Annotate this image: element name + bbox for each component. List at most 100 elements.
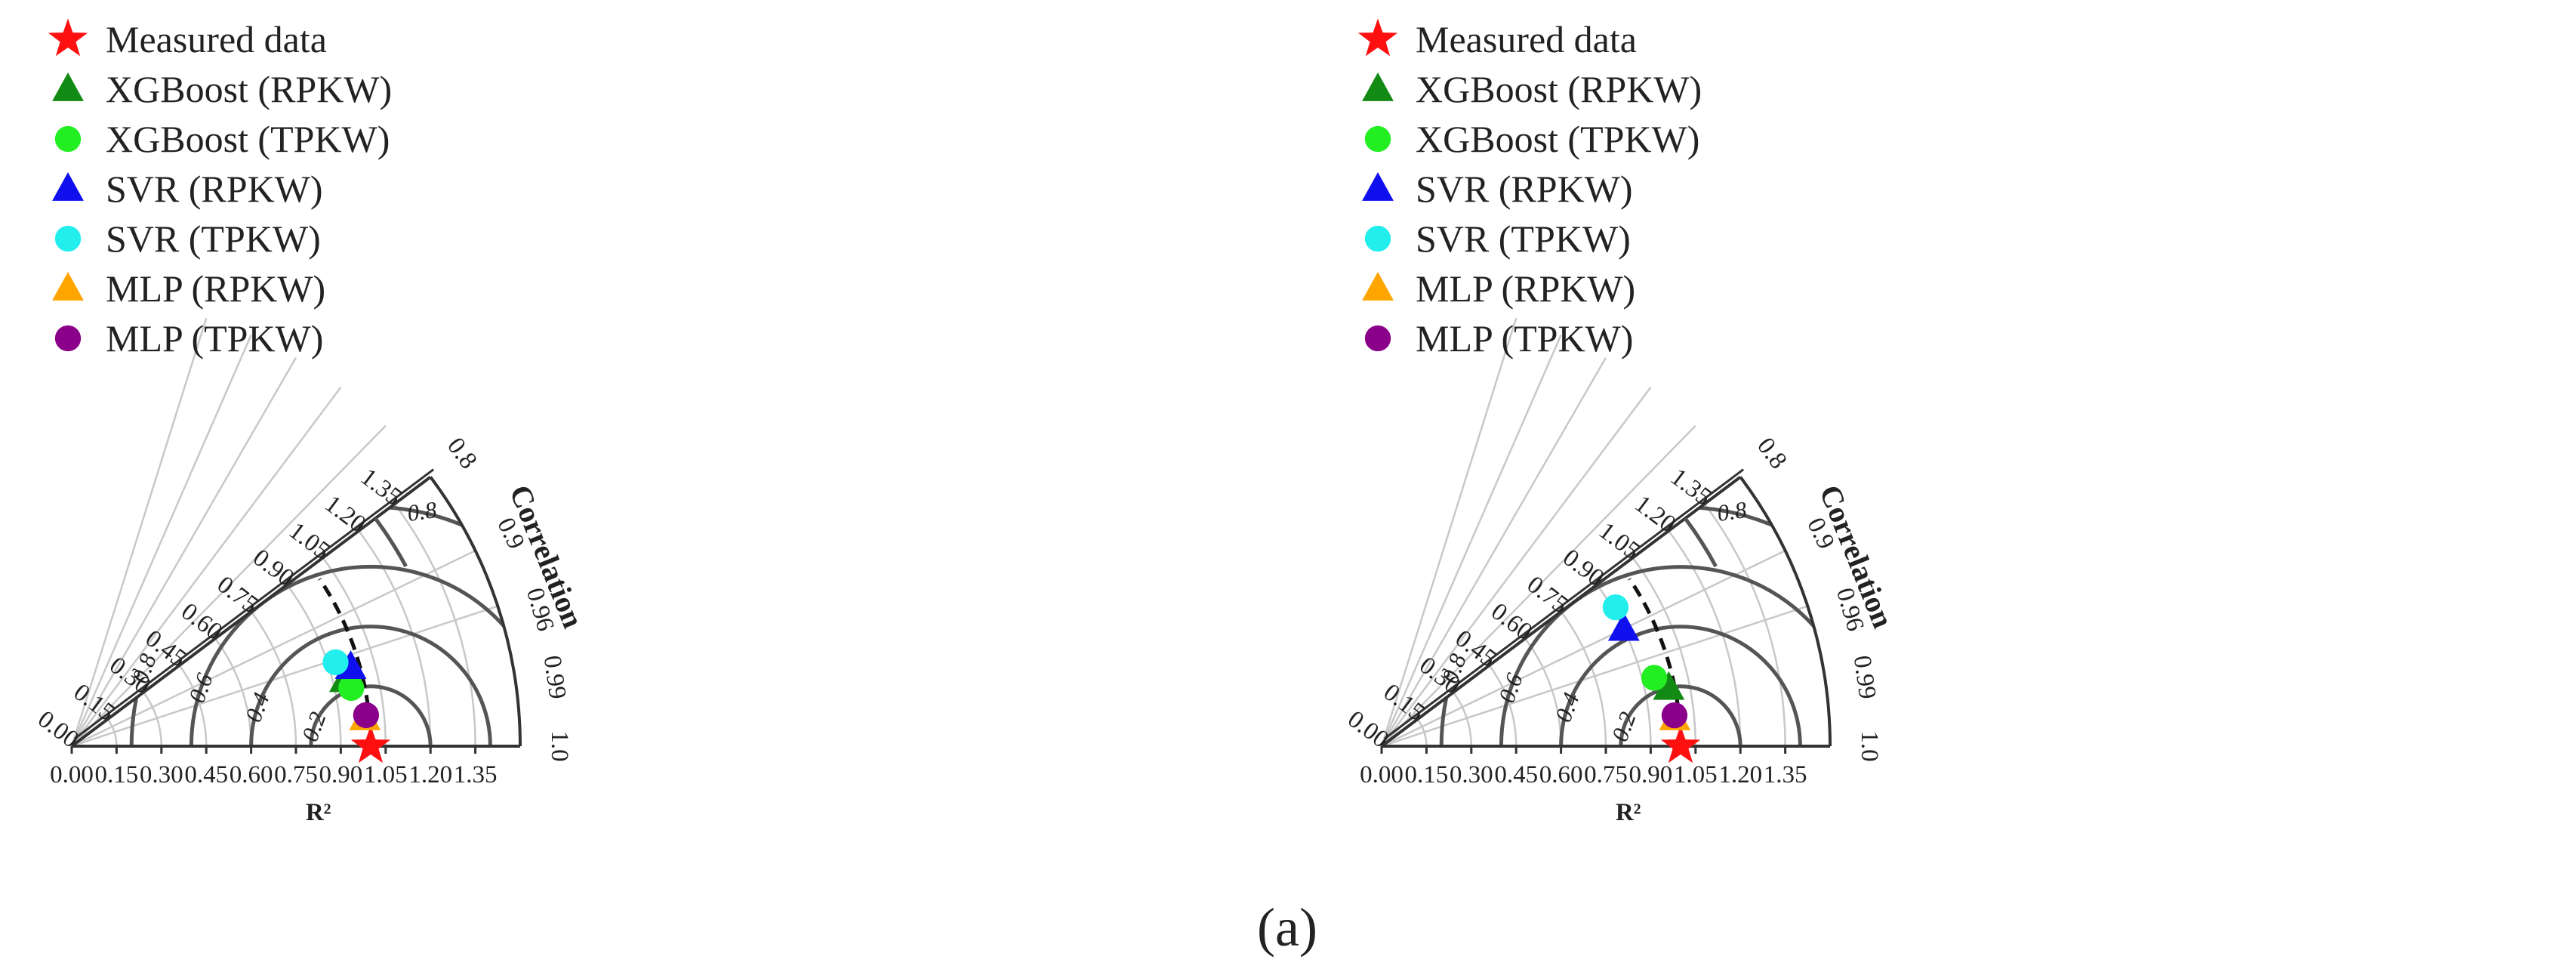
corr-grid-line — [1381, 605, 1808, 748]
corr-grid-line — [1380, 317, 1518, 747]
legend-marker — [52, 73, 84, 101]
corr-tick-label: 1.0 — [546, 730, 573, 761]
legend-marker — [1364, 125, 1391, 153]
edge-tick-label: 1.20 — [319, 490, 371, 538]
point-svr-tpkw- — [322, 649, 349, 676]
corr-grid-line — [71, 424, 387, 747]
legend-marker — [52, 272, 84, 301]
corr-grid-line — [1381, 549, 1786, 748]
corr-grid-line — [1380, 387, 1652, 747]
point-svr-rpkw- — [1607, 612, 1640, 641]
corr-grid-line — [70, 335, 252, 747]
corr-arc-label: 0.8 — [1715, 496, 1749, 526]
rms-ring — [1559, 625, 1802, 746]
outer-arc — [429, 476, 522, 747]
x-tick-label: 0.00 — [50, 761, 94, 788]
corr-arc-label: 0.8 — [405, 496, 439, 526]
x-tick-label: 0.60 — [1539, 761, 1583, 788]
corr-arc-accent — [1684, 517, 1718, 568]
legend-marker — [1357, 18, 1398, 57]
edge-tick-label: 0.15 — [69, 679, 120, 727]
legend-marker — [1362, 172, 1394, 201]
x-tick-label: 1.05 — [1674, 761, 1718, 788]
x-tick-label: 0.75 — [1584, 761, 1628, 788]
sd-grid-arc — [393, 503, 476, 747]
corr-grid-line — [70, 387, 342, 747]
x-axis-title: R² — [306, 799, 331, 826]
taylor-diagram-right: 0.20.40.60.80.80.00 0.15 0.30 0.45 0.60 0.75 0… — [1342, 18, 1900, 826]
legend-marker — [48, 18, 88, 57]
legend-item: MLP (TPKW) — [1416, 317, 1633, 359]
edge-tick-label: 0.75 — [212, 571, 263, 619]
corr-grid-line — [70, 356, 297, 747]
rms-ring-label: 0.4 — [1550, 689, 1585, 725]
point-measured-data — [350, 725, 391, 764]
x-tick-label: 0.30 — [1450, 761, 1493, 788]
legend-marker — [1362, 73, 1394, 101]
edge-tick-label: 0.15 — [1379, 679, 1430, 727]
rms-ring — [189, 564, 520, 746]
edge-tick-label: 1.05 — [284, 517, 335, 566]
edge-tick-label: 1.05 — [1594, 517, 1645, 566]
x-tick-label: 0.60 — [230, 761, 273, 788]
edge-tick-label: 1.20 — [1629, 490, 1681, 538]
corr-grid-line — [71, 605, 498, 748]
figure-caption: (a) — [1257, 897, 1317, 958]
legend-marker — [1364, 225, 1391, 252]
x-tick-label: 1.35 — [454, 761, 498, 788]
legend-item: SVR (TPKW) — [1416, 218, 1631, 260]
rms-ring-label: 0.2 — [297, 708, 331, 745]
edge-tick-label: 0.75 — [1522, 571, 1573, 619]
data-points — [1602, 594, 1701, 764]
legend-marker — [1362, 272, 1394, 301]
legend-item: XGBoost (TPKW) — [1416, 118, 1699, 160]
legend-item: MLP (RPKW) — [106, 267, 325, 310]
corr-tick-label: 0.99 — [538, 654, 572, 701]
sd-grid-arc — [1703, 503, 1786, 747]
frame — [70, 468, 522, 748]
outer-arc — [1739, 476, 1832, 747]
legend-marker — [1364, 325, 1391, 352]
legend-item: MLP (TPKW) — [106, 317, 323, 359]
x-tick-label: 0.15 — [1405, 761, 1449, 788]
data-points — [322, 649, 391, 764]
x-tick-label: 1.20 — [1718, 761, 1762, 788]
grid-lines — [70, 317, 498, 748]
point-xgboost-rpkw- — [1653, 671, 1685, 700]
corr-arc-accent — [374, 517, 408, 568]
x-tick-label: 0.90 — [1629, 761, 1673, 788]
edge-tick-label: 1.35 — [1665, 464, 1717, 512]
point-measured-data — [1660, 725, 1701, 764]
legend-item: XGBoost (RPKW) — [106, 68, 392, 110]
point-svr-tpkw- — [1602, 594, 1629, 621]
x-tick-label: 1.20 — [408, 761, 452, 788]
x-tick-label: 0.45 — [184, 761, 228, 788]
x-tick-label: 0.45 — [1494, 761, 1538, 788]
sd-grid-arc — [322, 557, 387, 747]
taylor-diagram-left: 0.20.40.60.80.80.00 0.15 0.30 0.45 0.60 0.75 0… — [32, 18, 590, 826]
edge-tick-label: 0.60 — [1486, 598, 1537, 646]
edge-line — [1380, 475, 1742, 748]
legend-marker — [54, 325, 82, 352]
corr-grid-line — [1380, 335, 1562, 747]
corr-tick-label: 0.99 — [1848, 654, 1881, 701]
corr-tick-label: 1.0 — [1856, 730, 1883, 761]
rms-ring — [1619, 684, 1742, 746]
x-tick-label: 0.75 — [274, 761, 318, 788]
sd-grid-arc — [1632, 557, 1697, 747]
edge-line-outer — [1384, 468, 1745, 740]
legend: Measured data XGBoost (RPKW) XGBoost (TPKW… — [48, 18, 392, 359]
legend: Measured data XGBoost (RPKW) XGBoost (TPKW… — [1357, 18, 1702, 359]
corr-grid-line — [1381, 424, 1696, 747]
legend-item: Measured data — [1416, 18, 1637, 60]
rms-ring-label: 0.4 — [240, 689, 275, 725]
x-axis-title: R² — [1616, 799, 1641, 826]
x-tick-label: 0.15 — [95, 761, 139, 788]
legend-item: SVR (RPKW) — [1416, 168, 1633, 210]
legend-item: XGBoost (TPKW) — [106, 118, 390, 160]
point-xgboost-tpkw- — [338, 674, 365, 702]
legend-item: Measured data — [106, 18, 327, 60]
point-mlp-tpkw- — [1661, 702, 1688, 729]
rms-ring — [309, 684, 433, 746]
